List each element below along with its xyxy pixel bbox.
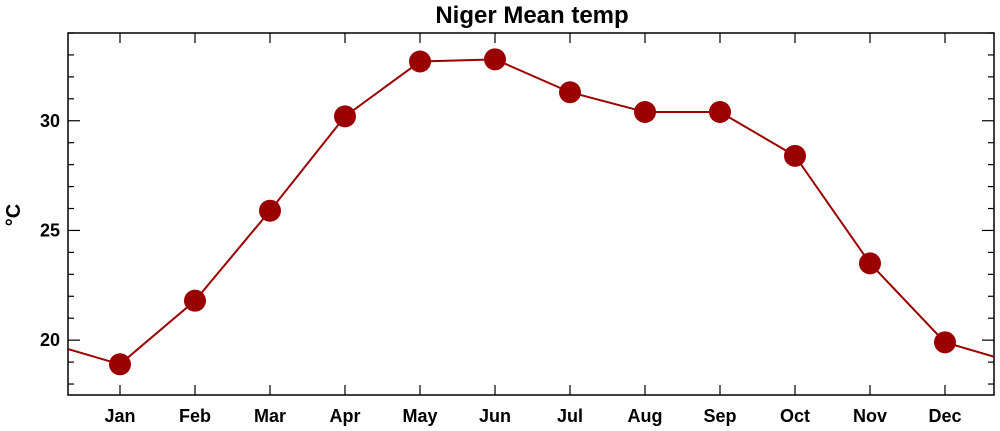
x-tick-label: Feb <box>179 406 211 426</box>
x-tick-label: Oct <box>780 406 810 426</box>
x-tick-label: Jun <box>479 406 511 426</box>
x-tick-label: Nov <box>853 406 887 426</box>
x-tick-label: Mar <box>254 406 286 426</box>
x-tick-label: Sep <box>703 406 736 426</box>
y-axis-label: °C <box>3 204 25 226</box>
data-point <box>859 252 881 275</box>
y-tick-label: 25 <box>40 220 60 240</box>
y-axis-ticks: 20 25 30 <box>40 32 994 385</box>
series-line <box>67 58 995 366</box>
series-layer <box>67 48 995 376</box>
data-point <box>784 144 806 167</box>
y-tick-label: 30 <box>40 111 60 131</box>
x-tick-label: Aug <box>628 406 663 426</box>
data-point <box>709 100 731 123</box>
x-axis-ticks: Jan Feb Mar Apr May Jun Jul Aug Sep Oct Nov Dec <box>104 33 962 426</box>
data-point <box>109 353 131 376</box>
x-tick-label: Dec <box>928 406 961 426</box>
plot-frame <box>67 32 995 396</box>
data-point <box>484 48 506 71</box>
data-point <box>409 50 431 73</box>
data-point <box>934 331 956 354</box>
data-point <box>259 199 281 222</box>
data-point <box>334 105 356 128</box>
y-tick-label: 20 <box>40 330 60 350</box>
data-point <box>559 81 581 104</box>
chart-title: Niger Mean temp <box>435 2 628 29</box>
data-point <box>634 100 656 123</box>
x-tick-label: May <box>402 406 437 426</box>
data-point <box>184 289 206 312</box>
x-tick-label: Jan <box>104 406 135 426</box>
x-tick-label: Apr <box>330 406 361 426</box>
x-tick-label: Jul <box>557 406 583 426</box>
